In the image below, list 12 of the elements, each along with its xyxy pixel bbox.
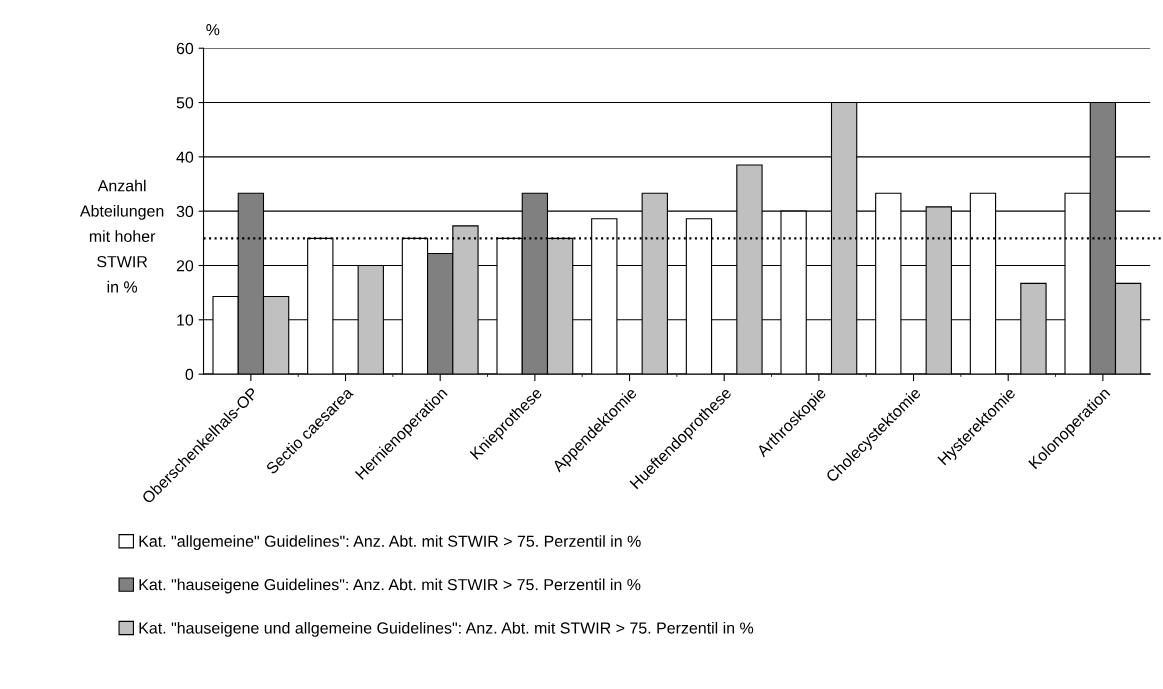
y-axis-title: Anzahl Abteilungen mit hoher STWIR in %	[79, 179, 164, 293]
legend-label: Kat. "hauseigene Guidelines": Anz. Abt. mit STWIR > 75. Perzentil in %	[139, 578, 641, 594]
legend-label: Kat. "allgemeine" Guidelines": Anz. Abt. mit STWIR > 75. Perzentil in %	[139, 535, 641, 551]
y-tick-label: 0	[185, 368, 194, 381]
y-tick-label: 30	[176, 205, 194, 218]
text: %	[206, 24, 220, 36]
y-tick-label: 10	[177, 314, 194, 326]
y-tick-label: 50	[176, 97, 194, 109]
y-tick-label: 60	[176, 42, 194, 55]
y-tick-label: 20	[176, 260, 194, 272]
legend-label: Kat. "hauseigene und allgemeine Guidelines": Anz. Abt. mit STWIR > 75. Perzentil in %	[139, 621, 754, 637]
y-tick-label: 40	[176, 151, 194, 163]
